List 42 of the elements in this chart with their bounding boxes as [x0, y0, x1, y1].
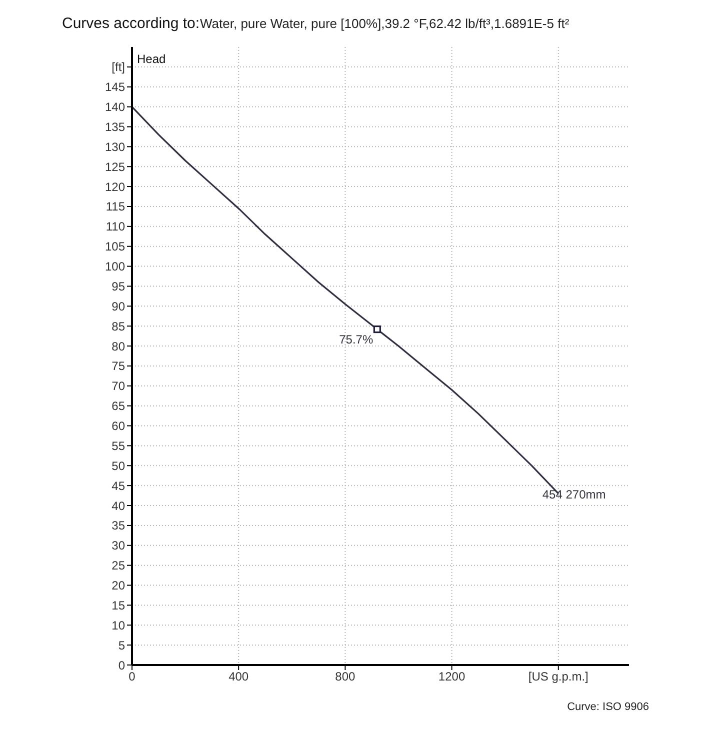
y-tick-label: 30 — [112, 538, 126, 553]
y-tick-label: 75 — [112, 359, 126, 374]
y-tick-label: 10 — [112, 618, 126, 632]
y-tick-label: 110 — [106, 220, 126, 234]
x-tick-label: [US g.p.m.] — [528, 670, 588, 684]
y-tick-label: 25 — [112, 558, 126, 573]
annotation: 75.7% — [339, 332, 374, 346]
y-tick-label: 90 — [112, 299, 126, 314]
x-tick-label: 400 — [228, 670, 249, 684]
y-tick-label: 85 — [112, 319, 126, 334]
chart-subtitle: Water, pure Water, pure [100%],39.2 °F,62.42 lb/ft³,1.6891E-5 ft² — [200, 16, 570, 31]
chart-title: Curves according to: — [62, 15, 200, 32]
x-tick-label: 1200 — [438, 670, 466, 684]
text: Curve: ISO 9906 — [567, 701, 649, 713]
y-tick-label: 0 — [118, 658, 126, 672]
y-tick-label: 70 — [112, 379, 126, 394]
y-tick-label: 80 — [112, 339, 126, 354]
y-tick-label: 45 — [112, 478, 126, 493]
y-tick-label: 130 — [104, 140, 126, 154]
y-tick-label: 5 — [118, 638, 126, 652]
y-tick-label: [ft] — [112, 60, 125, 74]
y-tick-label: 40 — [112, 498, 126, 513]
x-tick-label: 0 — [128, 670, 136, 684]
y-tick-label: 55 — [112, 438, 126, 453]
y-tick-label: 20 — [112, 578, 126, 593]
y-tick-label: 115 — [106, 200, 126, 214]
annotation: 454 270mm — [542, 488, 606, 502]
y-tick-label: 105 — [104, 240, 126, 254]
y-tick-label: 95 — [112, 279, 126, 294]
y-tick-label: 60 — [112, 419, 126, 434]
y-tick-label: 120 — [104, 180, 126, 194]
y-axis-title: Head — [137, 52, 166, 66]
y-tick-label: 15 — [112, 598, 126, 612]
y-tick-label: 125 — [104, 160, 126, 174]
y-tick-label: 50 — [112, 458, 126, 473]
y-tick-label: 140 — [104, 100, 126, 114]
y-tick-label: 35 — [112, 518, 126, 533]
y-tick-label: 65 — [112, 399, 126, 414]
x-tick-label: 800 — [335, 670, 356, 684]
y-tick-label: 100 — [104, 260, 126, 274]
y-tick-label: 135 — [104, 120, 126, 134]
y-tick-label: 145 — [104, 80, 126, 94]
